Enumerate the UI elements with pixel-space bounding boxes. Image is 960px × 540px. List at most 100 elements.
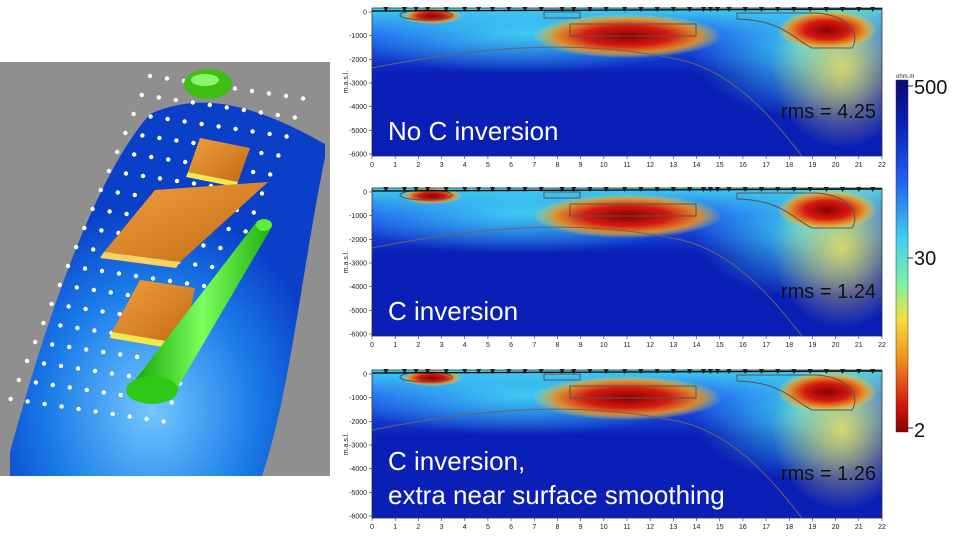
survey-station-dot: [106, 168, 112, 174]
x-tick-label: 15: [716, 524, 724, 531]
x-tick-label: 2: [416, 342, 420, 349]
conductive-anomaly: [777, 372, 877, 412]
survey-station-dot: [109, 371, 115, 376]
survey-station-dot: [67, 385, 73, 390]
body-outline: [543, 191, 581, 199]
survey-station-dot: [167, 278, 173, 284]
panel-label: C inversion: [388, 296, 518, 326]
survey-station-dot: [241, 107, 246, 113]
survey-station-dot: [140, 133, 145, 138]
survey-station-dot: [82, 266, 88, 271]
survey-station-dot: [164, 76, 170, 81]
rms-label: rms = 1.24: [781, 281, 876, 303]
survey-station-dot: [110, 411, 115, 417]
rms-label: rms = 1.26: [781, 463, 876, 485]
inversion-panel-1: 0 -1000 -2000 -3000 -4000 -5000 -6000 m.a.s.l. 0…: [340, 0, 896, 178]
x-tick-label: 6: [509, 162, 513, 169]
body-outline: [399, 9, 453, 21]
x-tick-label: 19: [809, 524, 817, 531]
x-tick-label: 22: [878, 342, 886, 349]
survey-station-dot: [118, 352, 123, 357]
survey-station-dot: [50, 342, 55, 347]
y-tick-label: -5000: [349, 308, 367, 315]
survey-station-dot: [50, 382, 55, 388]
survey-station-dot: [156, 95, 161, 100]
survey-station-dot: [91, 247, 96, 252]
body-outline: [736, 192, 856, 229]
x-tick-label: 10: [600, 162, 608, 169]
y-tick-label: 0: [363, 190, 367, 197]
x-tick-label: 8: [556, 342, 560, 349]
x-tick-label: 21: [855, 162, 863, 169]
survey-station-dot: [92, 328, 97, 333]
survey-station-dot: [150, 276, 156, 281]
survey-station-dot: [132, 152, 137, 157]
y-axis-label: m.a.s.l.: [343, 251, 350, 274]
survey-station-dot: [157, 176, 163, 181]
x-tick-label: 7: [532, 162, 536, 169]
survey-station-dot: [66, 304, 71, 309]
y-tick-label: -4000: [349, 466, 367, 473]
body-outline: [736, 374, 856, 411]
x-tick-label: 11: [623, 162, 630, 169]
survey-station-dot: [74, 285, 80, 290]
survey-station-dot: [92, 368, 98, 374]
survey-station-dot: [258, 110, 263, 115]
survey-station-dot: [123, 171, 129, 176]
survey-station-dot: [98, 187, 104, 193]
x-tick-label: 6: [509, 524, 513, 531]
survey-station-dot: [191, 140, 196, 146]
survey-station-dot: [199, 121, 204, 127]
x-tick-label: 18: [785, 162, 793, 169]
survey-station-dot: [243, 229, 248, 234]
survey-station-dot: [58, 323, 63, 328]
topography-line: [371, 8, 883, 12]
body-outline: [569, 203, 697, 217]
inversion-panel-3: 0 -1000 -2000 -3000 -4000 -5000 -6000 m.a.s.l. 0…: [340, 362, 896, 540]
x-tick-label: 13: [669, 162, 677, 169]
y-tick-label: -6000: [349, 332, 367, 339]
survey-station-dot: [183, 159, 188, 165]
x-tick-label: 16: [739, 342, 747, 349]
survey-station-dot: [101, 349, 106, 355]
survey-station-dot: [58, 363, 64, 369]
survey-station-dot: [49, 301, 54, 307]
survey-station-dot: [173, 97, 178, 103]
survey-station-dot: [25, 399, 30, 404]
survey-station-dot: [101, 390, 107, 395]
x-tick-label: 14: [693, 162, 701, 169]
x-tick-label: 18: [785, 342, 793, 349]
survey-station-dot: [190, 100, 195, 105]
panel-label: No C inversion: [388, 116, 559, 146]
survey-station-dot: [116, 271, 122, 276]
survey-station-dot: [75, 366, 81, 371]
survey-station-dot: [140, 173, 146, 179]
x-tick-label: 7: [532, 342, 536, 349]
section-plot-1: 0 -1000 -2000 -3000 -4000 -5000 -6000 m.a.s.l. 0…: [343, 7, 886, 169]
x-tick-label: 4: [463, 342, 467, 349]
survey-station-dot: [266, 91, 272, 96]
survey-station-dot: [224, 105, 229, 110]
survey-station-dot: [33, 339, 38, 345]
x-tick-label: 22: [878, 162, 886, 169]
y-tick-label: -1000: [349, 395, 367, 402]
y-axis-label: m.a.s.l.: [343, 71, 350, 94]
survey-station-dot: [8, 396, 13, 402]
survey-station-dot: [41, 361, 47, 366]
topography-line: [371, 370, 883, 374]
survey-station-dot: [131, 111, 136, 117]
colorbar-label-mid: 30: [914, 248, 936, 270]
survey-station-dot: [259, 150, 264, 156]
conductive-anomaly: [777, 10, 877, 50]
survey-station-dot: [233, 126, 238, 132]
y-tick-label: -1000: [349, 33, 367, 40]
rms-label: rms = 4.25: [781, 101, 876, 123]
resistivity-colorbar: ohm.m 500 30 2: [892, 72, 960, 442]
survey-station-dot: [283, 93, 289, 99]
survey-station-dot: [259, 191, 265, 196]
x-tick-label: 3: [440, 162, 444, 169]
survey-station-dot: [93, 409, 98, 414]
survey-station-dot: [144, 416, 149, 422]
y-tick-label: -3000: [349, 443, 367, 450]
colorbar-label-max: 500: [914, 77, 947, 99]
